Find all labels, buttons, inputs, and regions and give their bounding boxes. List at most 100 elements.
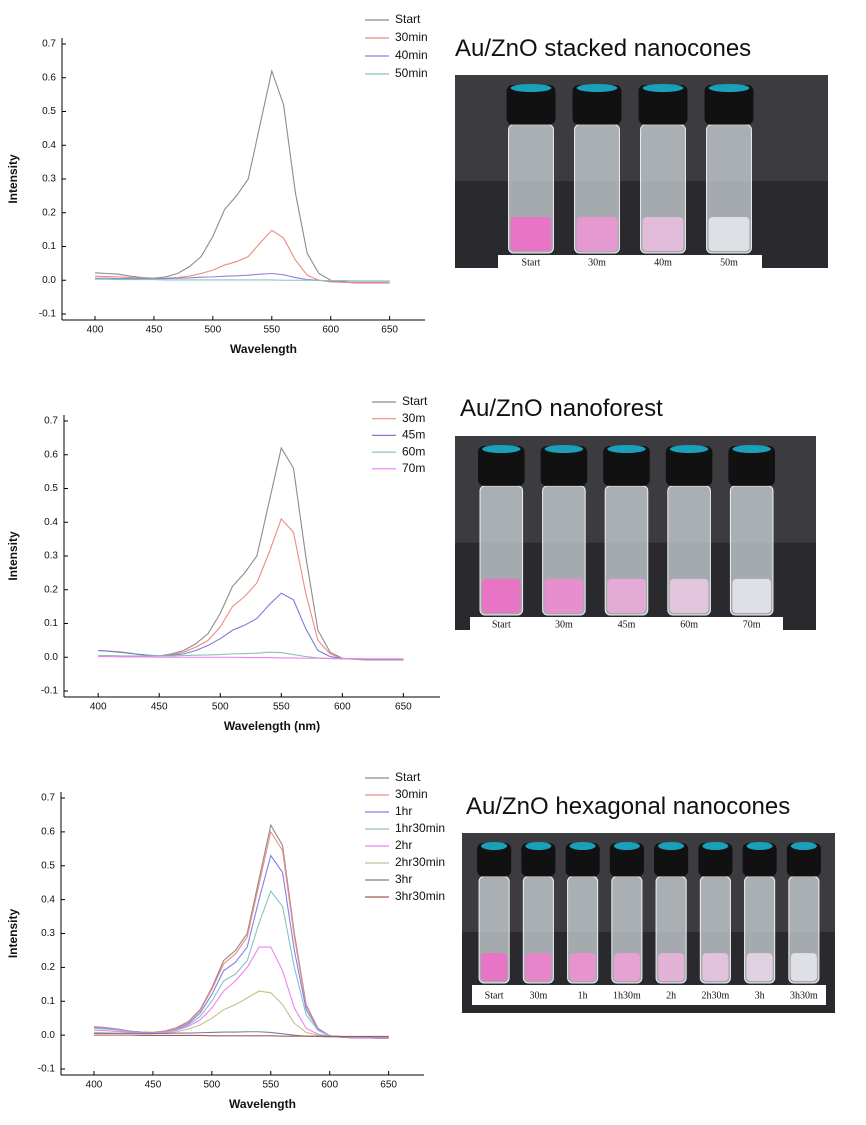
x-axis-label: Wavelength [230,342,297,356]
vial-liquid [790,953,817,981]
vial-liquid [510,217,552,251]
y-tick-label: 0.1 [42,241,56,252]
vial-cap-top [481,842,508,850]
series-line [98,592,404,660]
vial-liquid [746,953,773,981]
photo-label: 30m [588,257,606,268]
label-strip [470,617,783,631]
vial-cap [540,446,588,486]
legend-label: 30min [395,787,428,801]
series-line [95,278,390,282]
vial-cap-top [708,84,750,92]
photo-panel: Au/ZnO nanoforest Start 30m 45m 60m 70m [455,395,816,631]
vial-cap [786,843,821,877]
chart: -0.1 0.0 0.1 0.2 0.3 0.4 0.5 0.6 0.7 400 450 500 550… [6,770,445,1111]
legend-label: 45m [402,428,425,442]
x-tick-label: 500 [204,1080,221,1091]
series-line [94,229,390,284]
y-tick-label: 0.0 [41,1030,55,1041]
y-tick-label: -0.1 [38,1064,56,1075]
series-line [94,68,390,284]
vial-liquid [642,217,684,251]
y-tick-label: 0.5 [44,483,58,494]
photo-label: 70m [743,619,761,630]
vial-cap [506,85,556,125]
series-line [93,946,389,1038]
photo-title: Au/ZnO hexagonal nanocones [466,793,790,820]
vial-cap-top [576,84,618,92]
x-axis-label: Wavelength (nm) [224,719,320,733]
x-tick-label: 600 [334,702,351,713]
y-tick-label: 0.3 [42,174,56,185]
chart: -0.1 0.0 0.1 0.2 0.3 0.4 0.5 0.6 0.7 400 450 500 550… [6,394,440,733]
legend-label: 3hr [395,872,412,886]
vial-liquid [669,578,709,613]
legend-label: 40min [395,48,428,62]
x-tick-label: 550 [273,702,290,713]
photo-label: 50m [720,257,738,268]
vial-cap-top [746,842,773,850]
photo-label: 2h [666,990,676,1001]
y-tick-label: 0.4 [42,140,56,151]
y-tick-label: 0.2 [42,207,56,218]
chart: -0.1 0.0 0.1 0.2 0.3 0.4 0.5 0.6 0.7 400 450 500 550… [6,12,428,356]
vial-liquid [482,578,521,613]
x-tick-label: 650 [380,1080,397,1091]
legend-label: 2hr [395,838,412,852]
photo-label: 1h30m [613,990,641,1001]
vial-liquid [569,953,596,981]
photo-panel: Au/ZnO hexagonal nanocones Start 30m 1h 1h30… [462,793,835,1013]
vial-cap-top [544,445,584,453]
legend-label: 30min [395,30,428,44]
legend-label: 30m [402,411,425,425]
y-axis-label: Intensity [6,909,20,959]
y-tick-label: 0.7 [41,793,55,804]
x-tick-label: 550 [263,325,280,336]
vial-liquid [658,953,685,981]
vial-cap [654,843,689,877]
photo-label: 40m [654,257,672,268]
series-line [93,990,389,1038]
vial-liquid [525,953,552,981]
legend-label: 2hr30min [395,855,445,869]
y-axis-label: Intensity [6,154,20,204]
vial-cap-top [569,842,596,850]
photo-label: Start [492,619,511,630]
x-tick-label: 500 [205,325,222,336]
legend-label: 60m [402,444,425,458]
vial-liquid [576,217,618,251]
x-tick-label: 650 [395,702,412,713]
legend-label: Start [395,770,421,784]
vial-cap-top [658,842,685,850]
legend-label: Start [402,394,428,408]
x-axis-label: Wavelength [229,1097,296,1111]
series-line [93,890,389,1039]
photo-title: Au/ZnO nanoforest [460,395,663,422]
y-axis-label: Intensity [6,531,20,581]
vial-cap-top [702,842,729,850]
vial-cap [572,85,622,125]
y-tick-label: 0.6 [44,449,58,460]
vial-cap [477,843,512,877]
y-tick-label: 0.7 [42,39,56,50]
vial-cap [609,843,644,877]
label-strip [472,985,826,1005]
y-tick-label: 0.0 [44,652,58,663]
photo-label: 2h30m [701,990,729,1001]
y-tick-label: 0.2 [44,584,58,595]
vial-cap-top [525,842,552,850]
series-line [93,830,389,1039]
vial-liquid [613,953,640,981]
vial-liquid [544,578,584,613]
vial-liquid [708,217,750,251]
vial-cap [698,843,733,877]
legend-label: 50min [395,66,428,80]
legend-label: 3hr30min [395,889,445,903]
y-tick-label: 0.4 [44,517,58,528]
legend-label: 70m [402,461,425,475]
vial-cap-top [510,84,552,92]
series-line [94,1034,389,1038]
y-tick-label: 0.5 [41,860,55,871]
y-tick-label: -0.1 [39,309,57,320]
